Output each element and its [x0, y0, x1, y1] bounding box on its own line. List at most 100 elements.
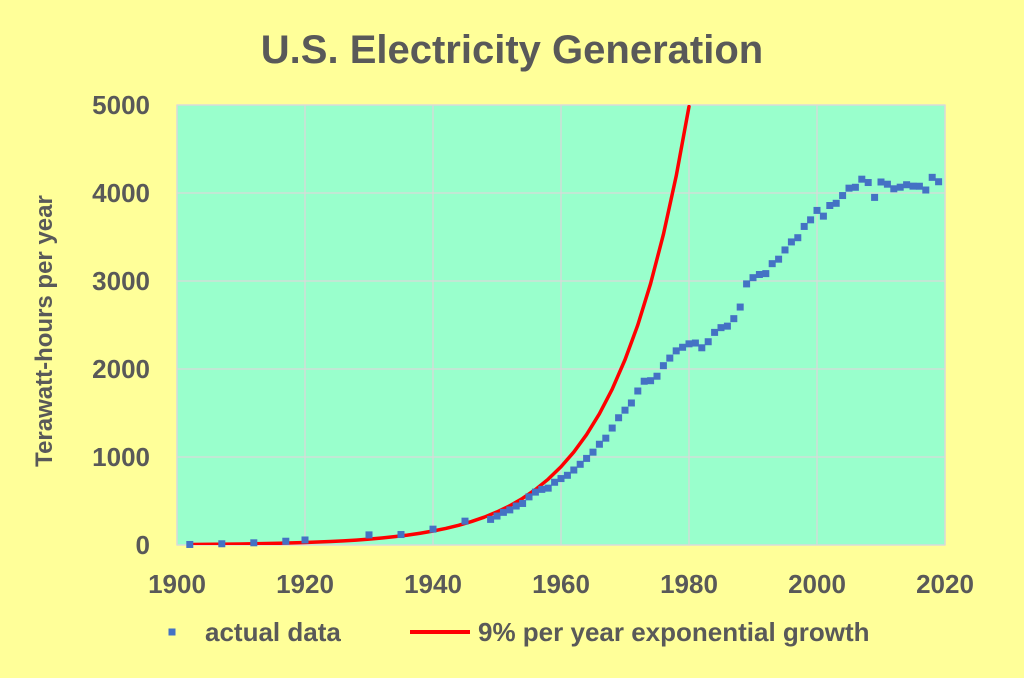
data-point	[851, 183, 859, 191]
x-tick-label: 1920	[276, 569, 334, 599]
x-tick-label: 1980	[660, 569, 718, 599]
data-point	[218, 540, 226, 548]
data-point	[615, 414, 623, 422]
data-point	[365, 531, 373, 539]
y-tick-label: 2000	[92, 354, 150, 384]
x-tick-label: 2000	[788, 569, 846, 599]
data-point	[461, 517, 469, 525]
x-tick-label: 1940	[404, 569, 462, 599]
series-lines	[188, 105, 691, 545]
data-point	[250, 539, 258, 547]
legend-marker-actual-data	[168, 628, 176, 636]
data-point	[557, 475, 565, 483]
data-point	[909, 182, 917, 190]
data-point	[871, 193, 879, 201]
data-point	[506, 506, 514, 514]
data-point	[749, 274, 757, 282]
data-point	[685, 340, 693, 348]
data-point	[525, 493, 533, 501]
data-point	[672, 347, 680, 355]
data-point	[589, 448, 597, 456]
data-point	[634, 387, 642, 395]
data-point	[839, 192, 847, 200]
chart-title: U.S. Electricity Generation	[261, 28, 763, 72]
data-point	[512, 502, 520, 510]
data-point	[787, 238, 795, 246]
data-point	[531, 488, 539, 496]
data-point	[928, 173, 936, 181]
data-point	[186, 540, 194, 548]
data-point	[743, 280, 751, 288]
data-point	[563, 471, 571, 479]
y-tick-label: 0	[136, 530, 150, 560]
data-point	[845, 184, 853, 192]
data-point	[935, 178, 943, 186]
data-point	[576, 460, 584, 468]
data-point	[717, 324, 725, 332]
y-tick-label: 1000	[92, 442, 150, 472]
data-point	[807, 216, 815, 224]
data-point	[736, 303, 744, 311]
data-point	[627, 399, 635, 407]
data-point	[922, 186, 930, 194]
data-point	[282, 537, 290, 545]
data-point	[832, 199, 840, 207]
data-point	[781, 246, 789, 254]
data-point	[883, 180, 891, 188]
data-point	[499, 508, 507, 516]
data-point	[915, 182, 923, 190]
data-point	[666, 354, 674, 362]
data-point	[794, 234, 802, 242]
x-tick-label: 1900	[148, 569, 206, 599]
data-point	[775, 255, 783, 263]
9-per-year-exponential-growth-line	[188, 105, 691, 545]
data-point	[730, 315, 738, 323]
data-point	[704, 338, 712, 346]
data-point	[698, 344, 706, 352]
data-point	[519, 499, 527, 507]
data-point	[653, 372, 661, 380]
x-axis: 1900 1920 1940 1960 1980 2000 2020	[148, 569, 974, 599]
data-point	[640, 377, 648, 385]
data-point	[621, 406, 629, 414]
gridlines	[176, 104, 946, 546]
data-point	[551, 478, 559, 486]
data-point	[487, 515, 495, 523]
data-point	[544, 484, 552, 492]
data-point	[679, 343, 687, 351]
data-point	[762, 270, 770, 278]
data-point	[858, 175, 866, 183]
data-point	[608, 424, 616, 432]
data-point	[301, 536, 309, 544]
data-point	[877, 178, 885, 186]
data-point	[819, 212, 827, 220]
data-point	[691, 339, 699, 347]
data-point	[647, 377, 655, 385]
y-tick-label: 4000	[92, 178, 150, 208]
legend: actual data 9% per year exponential grow…	[168, 617, 870, 647]
data-point	[755, 270, 763, 278]
data-point	[896, 183, 904, 191]
data-point	[602, 434, 610, 442]
data-point	[864, 179, 872, 187]
y-axis: 0 1000 2000 3000 4000 5000	[92, 90, 150, 560]
data-point	[903, 181, 911, 189]
data-point	[659, 362, 667, 370]
data-point	[570, 466, 578, 474]
data-point	[711, 328, 719, 336]
x-tick-label: 1960	[532, 569, 590, 599]
data-point	[813, 206, 821, 214]
data-point	[768, 260, 776, 268]
y-tick-label: 5000	[92, 90, 150, 120]
legend-label-exponential-growth: 9% per year exponential growth	[478, 617, 870, 647]
legend-label-actual-data: actual data	[205, 617, 341, 647]
data-point	[538, 485, 546, 493]
data-point	[397, 531, 405, 539]
series-points	[186, 173, 943, 548]
data-point	[429, 525, 437, 533]
data-point	[723, 322, 731, 330]
data-point	[595, 440, 603, 448]
data-point	[800, 222, 808, 230]
data-point	[493, 512, 501, 520]
